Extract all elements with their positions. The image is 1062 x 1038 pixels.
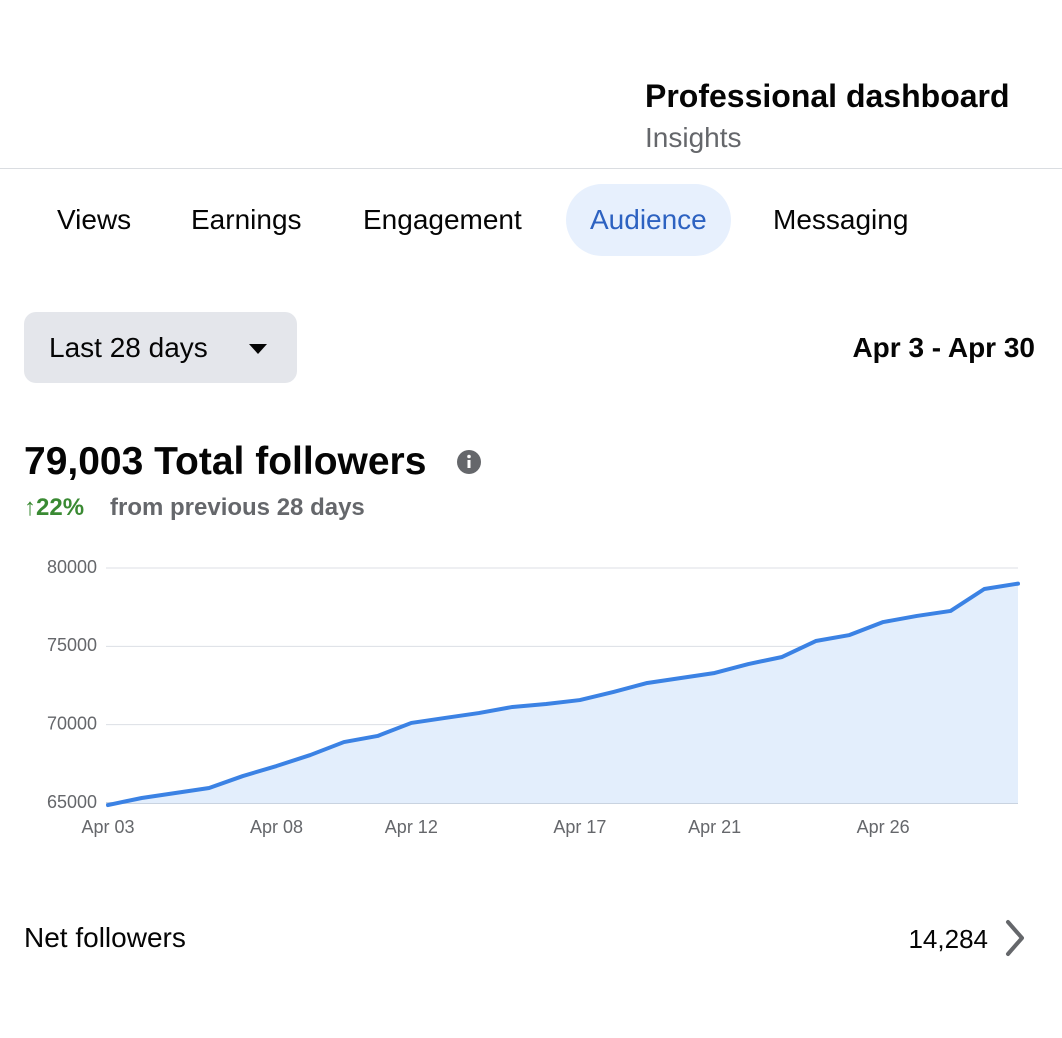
tab[interactable]: Messaging	[773, 204, 909, 235]
page-title: Professional dashboard	[645, 78, 1010, 114]
tab[interactable]: Engagement	[363, 204, 522, 235]
change-percent: ↑22%	[24, 494, 85, 521]
tab[interactable]: Views	[57, 204, 132, 235]
line	[106, 581, 1020, 808]
y-tick-label: 75000	[47, 635, 97, 655]
chevron-icon[interactable]	[1002, 918, 1028, 958]
y-tick-label: 65000	[47, 792, 97, 812]
tab[interactable]: Earnings	[191, 204, 302, 235]
info-icon[interactable]	[457, 450, 481, 474]
x-tick-label: Apr 03	[81, 817, 134, 837]
page-subtitle: Insights	[645, 122, 742, 153]
chart: 65000 70000 75000 80000 Apr 03 Apr 08 Apr 12 Ap…	[47, 557, 1020, 837]
change-text: from previous 28 days	[110, 494, 365, 521]
area-fill	[108, 583, 1018, 806]
tab[interactable]: Audience	[566, 184, 731, 256]
net-followers-label[interactable]: Net followers	[24, 922, 186, 953]
y-tick-label: 80000	[47, 557, 97, 577]
date-range: Apr 3 - Apr 30	[852, 332, 1035, 363]
range-label[interactable]: Last 28 days	[49, 332, 208, 363]
total-followers: 79,003 Total followers	[24, 440, 427, 483]
x-tick-label: Apr 12	[385, 817, 438, 837]
net-followers-value: 14,284	[908, 924, 988, 954]
x-tick-label: Apr 08	[250, 817, 303, 837]
range-dropdown[interactable]	[24, 312, 297, 383]
dropdown-caret	[249, 344, 267, 354]
y-tick-label: 70000	[47, 713, 97, 733]
x-tick-label: Apr 17	[553, 817, 606, 837]
x-tick-label: Apr 26	[857, 817, 910, 837]
divider	[0, 168, 1062, 169]
x-tick-label: Apr 21	[688, 817, 741, 837]
